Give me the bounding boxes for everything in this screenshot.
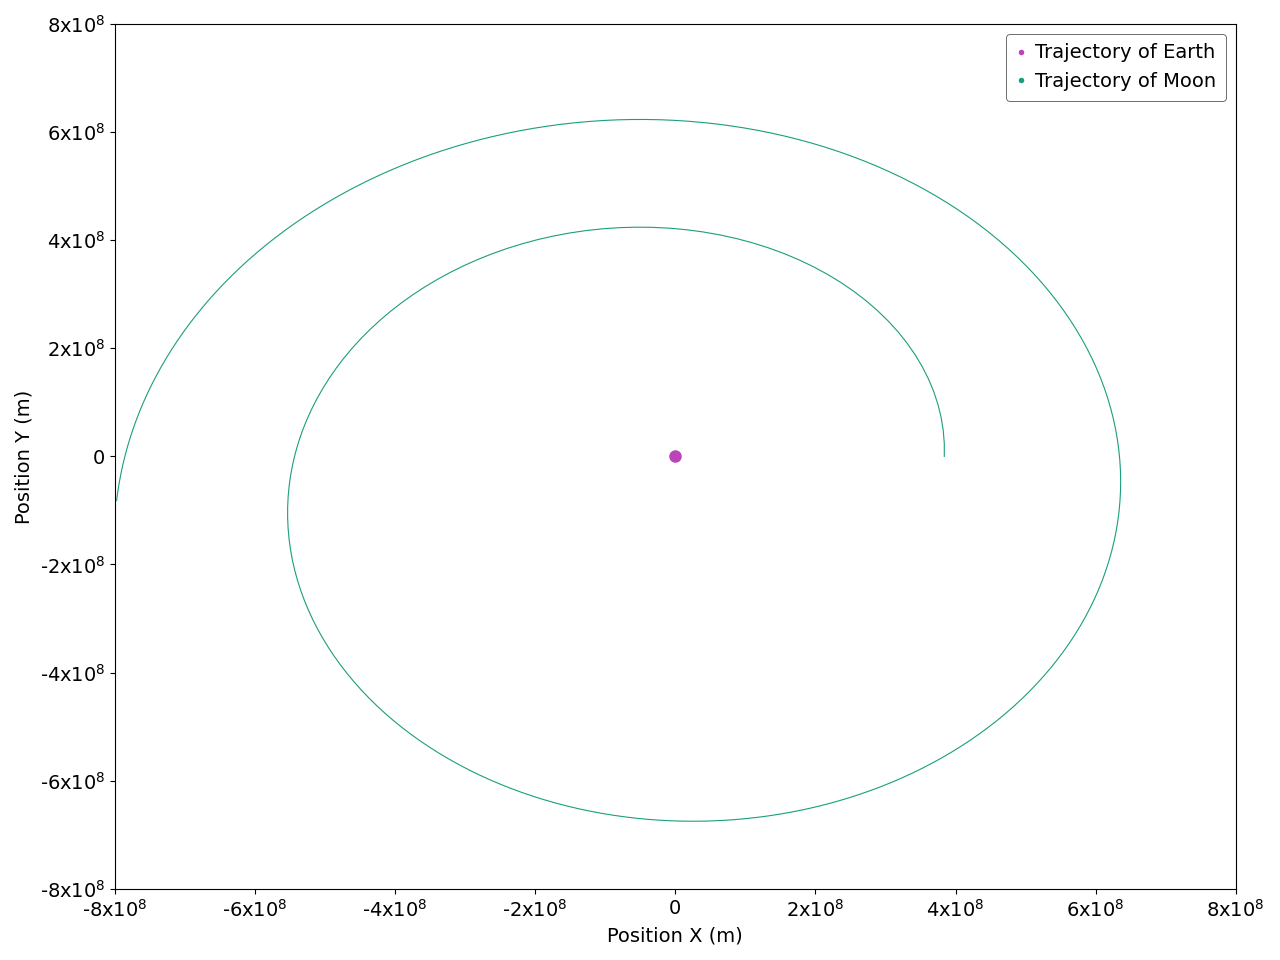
Trajectory of Moon [1097, 383, 1112, 395]
Trajectory of Moon [689, 815, 704, 827]
Trajectory of Moon [873, 781, 888, 793]
Y-axis label: Position Y (m): Position Y (m) [15, 389, 35, 523]
Trajectory of Moon [941, 198, 956, 209]
X-axis label: Position X (m): Position X (m) [608, 926, 744, 945]
Trajectory of Moon [1014, 693, 1029, 705]
Trajectory of Moon [637, 113, 653, 125]
Line: Trajectory of Moon: Trajectory of Moon [116, 119, 1121, 821]
Trajectory of Moon [353, 333, 369, 345]
Trajectory of Moon [109, 494, 124, 506]
Trajectory of Moon [447, 141, 462, 153]
Legend: Trajectory of Earth, Trajectory of Moon: Trajectory of Earth, Trajectory of Moon [1006, 34, 1226, 101]
Trajectory of Moon [937, 450, 952, 462]
